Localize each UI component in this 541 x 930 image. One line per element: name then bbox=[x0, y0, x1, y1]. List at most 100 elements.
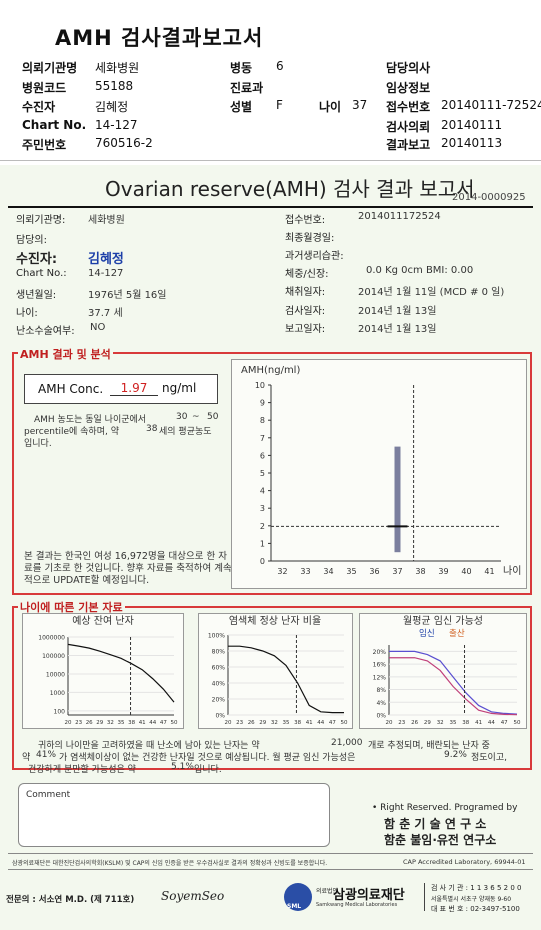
info-label-test: 검사일자: bbox=[285, 306, 326, 317]
basic-section-title: 나이에 따른 기본 자료 bbox=[18, 599, 125, 615]
amh-x-tick-label: 39 bbox=[438, 567, 448, 576]
amh-x-tick-label: 41 bbox=[484, 567, 494, 576]
summary-2a: 약 bbox=[22, 753, 31, 763]
amh-x-label: 나이 bbox=[503, 565, 521, 577]
series-line-1 bbox=[389, 650, 518, 715]
pregnancy-chart-title: 월평균 임신 가능성 bbox=[403, 614, 483, 627]
label-hospital: 의뢰기관명 bbox=[22, 61, 78, 75]
value-patient: 김혜정 bbox=[95, 100, 129, 114]
eggs-chart-frame bbox=[22, 613, 184, 729]
amh-x-tick-label: 33 bbox=[300, 567, 310, 576]
value-request-date: 20140111 bbox=[441, 118, 503, 132]
info-label-lmp: 최종월경일: bbox=[285, 233, 335, 244]
amh-conc-label: AMH Conc. bbox=[38, 382, 104, 396]
x-tick-label: 35 bbox=[283, 720, 290, 726]
y-tick-label: 20% bbox=[373, 649, 387, 656]
amh-desc-3: 세의 평균농도 bbox=[159, 427, 212, 437]
info-label-hospital: 의뢰기관명: bbox=[16, 215, 66, 226]
amh-y-tick-label: 5 bbox=[260, 469, 265, 478]
info-value-patient: 김혜정 bbox=[88, 252, 124, 267]
amh-section bbox=[12, 352, 532, 595]
value-hospital-code: 55188 bbox=[95, 79, 134, 93]
info-label-patient: 수진자: bbox=[16, 252, 58, 267]
amh-y-tick-label: 7 bbox=[260, 434, 265, 443]
amh-y-tick-label: 8 bbox=[260, 416, 265, 425]
info-label-weight: 체중/신장: bbox=[285, 269, 329, 280]
label-clinical-info: 임상정보 bbox=[386, 81, 431, 95]
label-report-date: 결과보고 bbox=[386, 138, 431, 152]
amh-conc-value: 1.97 bbox=[110, 381, 158, 396]
amh-x-tick-label: 40 bbox=[461, 567, 471, 576]
info-value-weight: 0.0 Kg 0cm BMI: 0.00 bbox=[366, 265, 474, 276]
footer-rule-2 bbox=[8, 869, 533, 870]
value-ward: 6 bbox=[276, 59, 284, 73]
chromosome-chart-frame bbox=[198, 613, 353, 729]
info-value-age: 37.7 세 bbox=[88, 308, 123, 319]
credits-line1: • Right Reserved. Programed by bbox=[372, 803, 518, 813]
info-value-receipt: 2014011172524 bbox=[358, 211, 441, 222]
amh-pct-low: 30 bbox=[176, 412, 188, 422]
y-tick-label: 60% bbox=[212, 665, 226, 672]
x-tick-label: 26 bbox=[411, 720, 418, 726]
pregnancy-chart-frame bbox=[359, 613, 527, 729]
value-hospital: 세화병원 bbox=[95, 61, 140, 75]
y-tick-label: 0% bbox=[376, 713, 386, 720]
x-tick-label: 50 bbox=[171, 720, 178, 726]
amh-desc-4: 입니다. bbox=[24, 439, 52, 449]
y-tick-label: 40% bbox=[212, 681, 226, 688]
page-title: AMH 검사결과보고서 bbox=[55, 26, 264, 50]
y-tick-label: 8% bbox=[376, 687, 386, 694]
info-label-history: 과거생리습관: bbox=[285, 251, 344, 262]
label-age: 나이 bbox=[319, 100, 342, 114]
amh-x-tick-label: 34 bbox=[323, 567, 333, 576]
x-tick-label: 44 bbox=[149, 720, 156, 726]
label-department: 진료과 bbox=[230, 81, 264, 95]
value-receipt-no: 20140111-72524 bbox=[441, 98, 541, 112]
x-tick-label: 47 bbox=[329, 720, 336, 726]
x-tick-label: 20 bbox=[225, 720, 232, 726]
label-patient: 수진자 bbox=[22, 100, 56, 114]
x-tick-label: 35 bbox=[118, 720, 125, 726]
label-receipt-no: 접수번호 bbox=[386, 100, 431, 114]
amh-x-tick-label: 38 bbox=[415, 567, 425, 576]
amh-pct-high: 50 bbox=[207, 412, 219, 422]
footer-divider bbox=[424, 883, 425, 911]
summary-eggs: 21,000 bbox=[331, 738, 363, 748]
footer-addr3: 대 표 번 호 : 02-3497-5100 bbox=[431, 905, 520, 913]
info-value-surgery: NO bbox=[90, 322, 106, 333]
value-report-date: 20140113 bbox=[441, 136, 503, 150]
value-age: 37 bbox=[352, 98, 368, 112]
amh-section-title: AMH 결과 및 분석 bbox=[18, 346, 113, 362]
footer-org-en: Samkwang Medical Laboratories bbox=[316, 902, 398, 908]
y-tick-label: 10000 bbox=[46, 671, 65, 678]
chromosome-chart-title: 염색체 정상 난자 비율 bbox=[229, 615, 321, 627]
info-label-surgery: 난소수술여부: bbox=[16, 326, 75, 337]
amh-chart-title: AMH(ng/ml) bbox=[241, 365, 300, 376]
credits-line2: 함 춘 기 술 연 구 소 bbox=[384, 817, 487, 831]
footer-addr2: 서울특별시 서초구 양재동 9-60 bbox=[431, 896, 512, 903]
info-label-chart: Chart No.: bbox=[16, 268, 67, 279]
label-resident-no: 주민번호 bbox=[22, 138, 67, 152]
amh-y-tick-label: 2 bbox=[260, 522, 265, 531]
x-tick-label: 26 bbox=[86, 720, 93, 726]
y-tick-label: 100% bbox=[208, 633, 225, 640]
eggs-chart: 예상 잔여 난자 1000000 100000 10000 1000 100 20 23 26… bbox=[22, 613, 184, 729]
x-tick-label: 32 bbox=[437, 720, 444, 726]
footer-org: 삼광의료재단 bbox=[333, 888, 405, 903]
credits-line3: 함춘 불임·유전 연구소 bbox=[384, 833, 497, 847]
x-tick-label: 23 bbox=[75, 720, 82, 726]
y-tick-label: 12% bbox=[373, 674, 387, 681]
amh-pct-tilde: ~ bbox=[192, 412, 200, 422]
info-value-birth: 1976년 5월 16일 bbox=[88, 290, 167, 301]
info-value-hospital: 세화병원 bbox=[88, 215, 125, 226]
amh-y-tick-label: 10 bbox=[255, 381, 265, 390]
amh-chart-frame bbox=[231, 359, 527, 589]
y-tick-label: 80% bbox=[212, 649, 226, 656]
label-request-date: 검사의뢰 bbox=[386, 120, 431, 134]
x-tick-label: 44 bbox=[317, 720, 324, 726]
label-hospital-code: 병원코드 bbox=[22, 81, 67, 95]
x-tick-label: 32 bbox=[271, 720, 278, 726]
amh-desc-1: AMH 농도는 동일 나이군에서 bbox=[34, 415, 147, 425]
